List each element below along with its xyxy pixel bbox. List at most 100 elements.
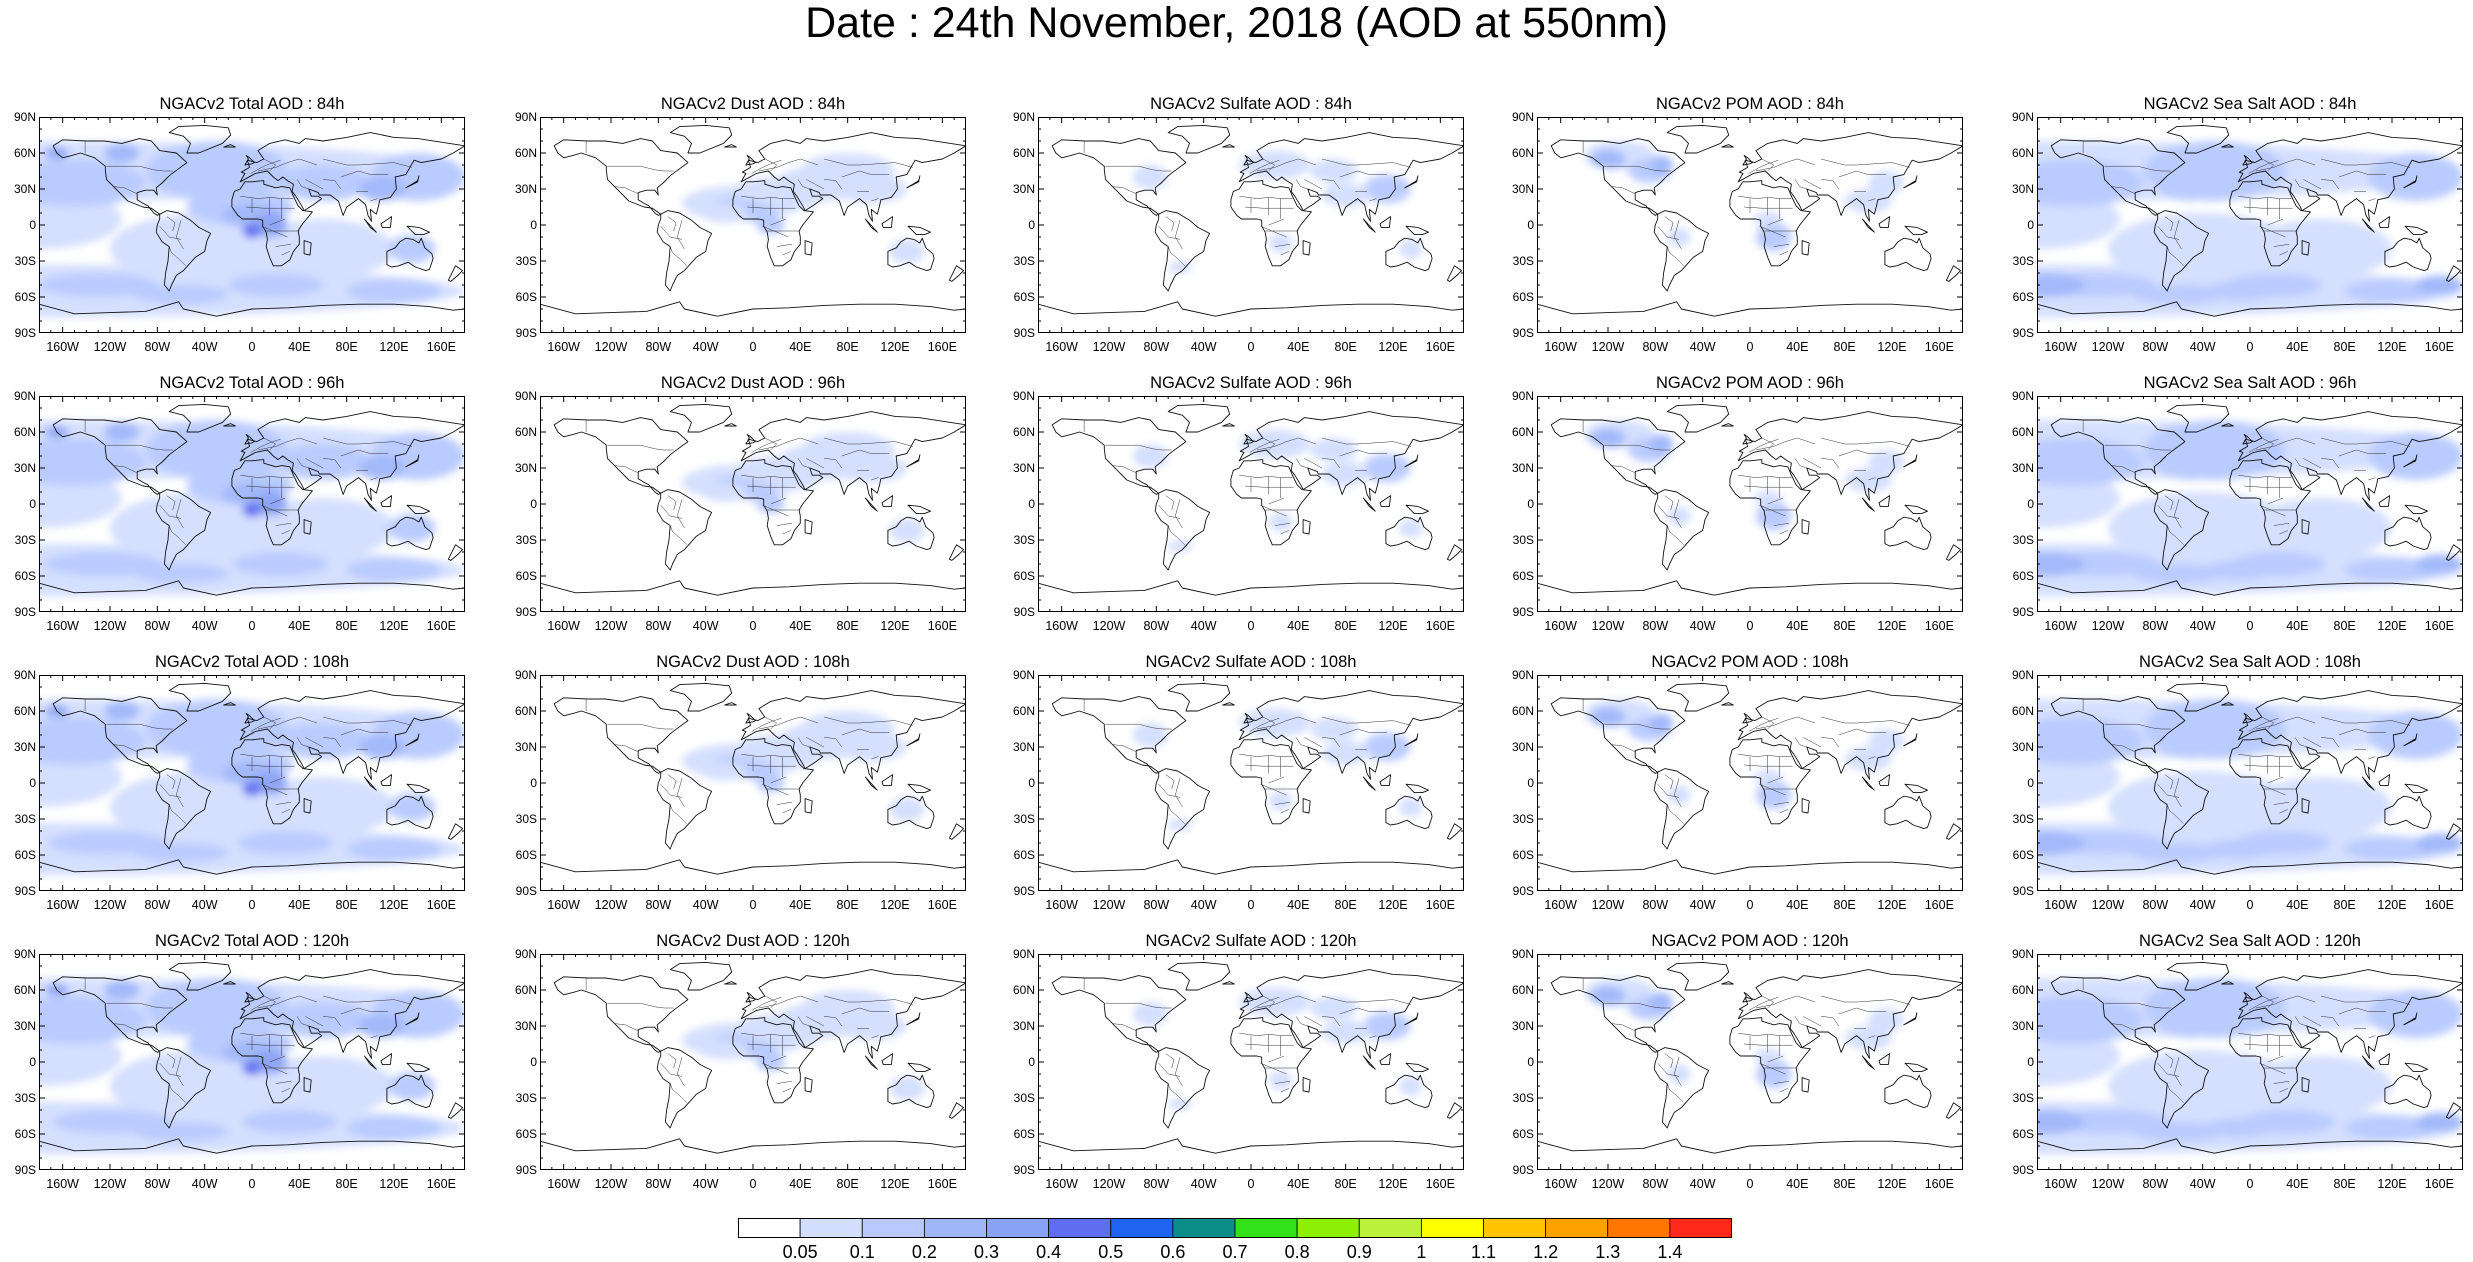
- lat-tick-label: 90N: [2011, 668, 2034, 682]
- lon-tick-label: 160W: [547, 1177, 580, 1191]
- lon-tick-label: 160E: [927, 340, 957, 354]
- lon-tick-label: 160E: [2424, 898, 2454, 912]
- colorbar-label: 1.3: [1595, 1242, 1621, 1262]
- lat-tick-label: 30S: [1013, 533, 1035, 547]
- colorbar-swatch: [738, 1218, 801, 1238]
- lon-tick-label: 160W: [2044, 898, 2077, 912]
- lon-tick-label: 120E: [379, 340, 409, 354]
- lon-tick-label: 120E: [1378, 1177, 1408, 1191]
- lat-tick-label: 0: [530, 776, 537, 790]
- lat-tick-label: 30S: [2012, 812, 2034, 826]
- panel-title: NGACv2 Sulfate AOD : 120h: [1145, 932, 1357, 950]
- lon-tick-label: 40E: [1287, 898, 1310, 912]
- lat-tick-label: 90N: [2011, 947, 2034, 961]
- lon-tick-label: 40E: [789, 340, 812, 354]
- lon-tick-label: 160W: [547, 619, 580, 633]
- lon-tick-label: 40W: [2189, 898, 2216, 912]
- lon-tick-label: 40E: [1287, 1177, 1310, 1191]
- lon-tick-label: 40W: [1190, 340, 1217, 354]
- lon-tick-label: 40W: [191, 1177, 218, 1191]
- lon-tick-label: 160W: [547, 898, 580, 912]
- lon-tick-label: 160E: [927, 1177, 957, 1191]
- lat-tick-label: 90S: [2012, 605, 2034, 619]
- lat-tick-label: 90S: [1512, 326, 1534, 340]
- lat-tick-label: 90N: [13, 110, 36, 124]
- lon-tick-label: 0: [2246, 898, 2254, 912]
- aod-field: [2037, 141, 2463, 318]
- colorbar-label: 1: [1416, 1242, 1427, 1262]
- lon-tick-label: 120W: [594, 898, 628, 912]
- lon-tick-label: 120E: [880, 619, 910, 633]
- lat-tick-label: 30N: [2011, 461, 2034, 475]
- panel-title: NGACv2 Sulfate AOD : 84h: [1150, 95, 1352, 113]
- colorbar-label: 0.05: [782, 1242, 818, 1262]
- coastlines: [2037, 124, 2463, 333]
- lon-tick-label: 0: [1247, 898, 1255, 912]
- lat-tick-label: 90N: [514, 110, 537, 124]
- panel-title: NGACv2 POM AOD : 84h: [1656, 95, 1844, 113]
- lon-tick-label: 160W: [547, 340, 580, 354]
- lon-tick-label: 0: [2246, 340, 2254, 354]
- lon-tick-label: 80W: [1143, 619, 1170, 633]
- coastlines: [39, 682, 465, 891]
- lon-tick-label: 80E: [1334, 619, 1357, 633]
- lat-tick-label: 30S: [14, 1091, 36, 1105]
- coastlines: [1038, 682, 1464, 891]
- lon-tick-label: 40E: [789, 619, 812, 633]
- map-panel: [1537, 396, 1963, 612]
- lon-tick-label: 120W: [1092, 898, 1126, 912]
- colorbar-swatch: [1420, 1218, 1484, 1238]
- lon-tick-label: 120E: [1877, 340, 1907, 354]
- country-borders: [84, 978, 412, 1103]
- lon-tick-label: 0: [1247, 1177, 1255, 1191]
- lat-tick-label: 90N: [514, 947, 537, 961]
- lon-tick-label: 120E: [2377, 619, 2407, 633]
- map-panel: [39, 954, 465, 1170]
- lat-tick-label: 30N: [13, 740, 36, 754]
- map-panel: [540, 117, 966, 333]
- lat-tick-label: 60S: [1512, 1127, 1534, 1141]
- lon-tick-label: 160E: [1425, 898, 1455, 912]
- coastlines: [1537, 682, 1963, 891]
- lon-tick-label: 160E: [426, 1177, 456, 1191]
- country-borders: [2082, 978, 2410, 1103]
- lat-tick-label: 90S: [14, 1163, 36, 1177]
- colorbar-label: 0.6: [1160, 1242, 1186, 1262]
- lat-tick-label: 60S: [515, 569, 537, 583]
- lat-tick-label: 60S: [515, 290, 537, 304]
- lat-tick-label: 60N: [2011, 425, 2034, 439]
- lat-tick-label: 0: [1527, 1055, 1534, 1069]
- lon-tick-label: 80W: [144, 898, 171, 912]
- lon-tick-label: 80E: [335, 619, 358, 633]
- lat-tick-label: 60N: [1511, 704, 1534, 718]
- lat-tick-label: 0: [1028, 1055, 1035, 1069]
- lat-tick-label: 30S: [515, 1091, 537, 1105]
- lon-tick-label: 120E: [379, 898, 409, 912]
- lon-tick-label: 160W: [1045, 898, 1078, 912]
- lat-tick-label: 90S: [1013, 326, 1035, 340]
- lon-tick-label: 40E: [789, 898, 812, 912]
- colorbar-swatch: [799, 1218, 863, 1238]
- lat-tick-label: 30S: [14, 533, 36, 547]
- lon-tick-label: 40W: [1190, 898, 1217, 912]
- country-borders: [84, 420, 412, 545]
- panel-title: NGACv2 Dust AOD : 84h: [660, 95, 846, 113]
- figure-title: Date : 24th November, 2018 (AOD at 550nm…: [805, 0, 1668, 47]
- lat-tick-label: 90S: [2012, 326, 2034, 340]
- lat-tick-label: 0: [530, 497, 537, 511]
- lon-tick-label: 120E: [2377, 340, 2407, 354]
- lon-tick-label: 80W: [1642, 340, 1669, 354]
- lat-tick-label: 60S: [14, 1127, 36, 1141]
- lon-tick-label: 80E: [2333, 340, 2356, 354]
- country-borders: [1083, 141, 1411, 266]
- country-borders: [1582, 420, 1910, 545]
- lat-tick-label: 90S: [14, 884, 36, 898]
- colorbar-label: 0.7: [1222, 1242, 1248, 1262]
- lat-tick-label: 60N: [1511, 146, 1534, 160]
- panel-title: NGACv2 Sulfate AOD : 96h: [1150, 374, 1352, 392]
- lon-tick-label: 80W: [645, 898, 672, 912]
- lat-tick-label: 60N: [13, 983, 36, 997]
- lon-tick-label: 80W: [645, 1177, 672, 1191]
- lon-tick-label: 80W: [1143, 340, 1170, 354]
- lon-tick-label: 80E: [1833, 619, 1856, 633]
